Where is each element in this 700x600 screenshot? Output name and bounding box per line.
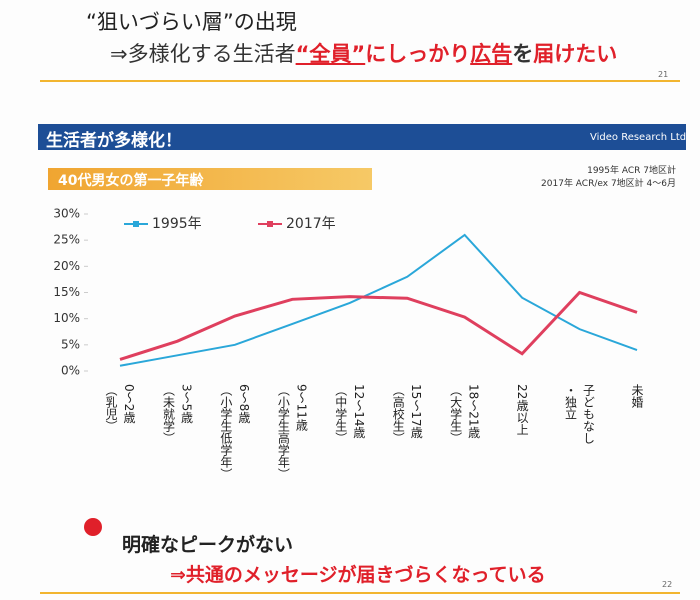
footer-conclusion: ⇒共通のメッセージが届きづらくなっている	[170, 564, 546, 586]
y-tick-label: 20%	[53, 259, 80, 273]
series-line	[119, 233, 638, 367]
legend-marker	[133, 221, 139, 227]
y-tick-label: 25%	[53, 233, 80, 247]
x-tick-label: 9～11歳 （小学生高学年）	[276, 384, 309, 480]
header-title: “狙いづらい層”の出現	[86, 10, 297, 34]
rule	[40, 592, 680, 594]
page-number: 22	[662, 580, 673, 589]
x-tick-label: 子どもなし ・独立	[563, 384, 596, 444]
chart-note: 2017年 ACR/ex 7地区計 4～6月	[541, 179, 676, 189]
y-tick-label: 5%	[61, 337, 80, 351]
x-tick-label: 3～5歳 （未就学）	[161, 384, 194, 444]
legend-label: 2017年	[286, 216, 336, 232]
chart-title-bar	[48, 168, 372, 190]
x-tick-label: 18～21歳 （大学生）	[448, 384, 481, 444]
banner-title: 生活者が多様化！	[46, 131, 182, 151]
y-tick-label: 30%	[53, 207, 80, 221]
legend-label: 1995年	[152, 216, 202, 232]
subtitle-part: 届けたい	[533, 42, 618, 66]
subtitle-part: にしっかり	[365, 42, 471, 66]
footer-point: 明確なピークがない	[122, 534, 294, 556]
chart-title: 40代男女の第一子年齢	[58, 173, 204, 189]
x-tick-label: 12～14歳 （中学生）	[333, 384, 366, 444]
banner-company: Video Research Ltd.	[590, 132, 690, 143]
subtitle-part: 広告	[470, 42, 513, 66]
chart-note: 1995年 ACR 7地区計	[587, 166, 676, 176]
y-tick-label: 15%	[53, 285, 80, 299]
y-tick-label: 0%	[61, 364, 80, 378]
rule	[40, 80, 680, 82]
header-subtitle: ⇒多様化する生活者“全員”にしっかり広告を届けたい	[110, 38, 617, 68]
subtitle-part: “全員”	[295, 42, 366, 66]
legend-marker	[267, 221, 273, 227]
x-tick-label: 22歳以上	[515, 384, 530, 436]
x-tick-label: 未婚	[630, 384, 644, 408]
pin-icon	[84, 518, 102, 536]
x-tick-label: 6～8歳 （小学生低学年）	[218, 384, 251, 480]
series-line	[119, 290, 638, 361]
x-tick-label: 15～17歳 （高校生）	[391, 384, 424, 444]
subtitle-part: ⇒多様化する生活者	[110, 42, 296, 66]
x-tick-label: 0～2歳 （乳児）	[104, 384, 136, 432]
y-tick-label: 10%	[53, 311, 80, 325]
page-number: 21	[658, 70, 669, 79]
banner	[38, 124, 686, 150]
subtitle-part: を	[512, 42, 534, 66]
